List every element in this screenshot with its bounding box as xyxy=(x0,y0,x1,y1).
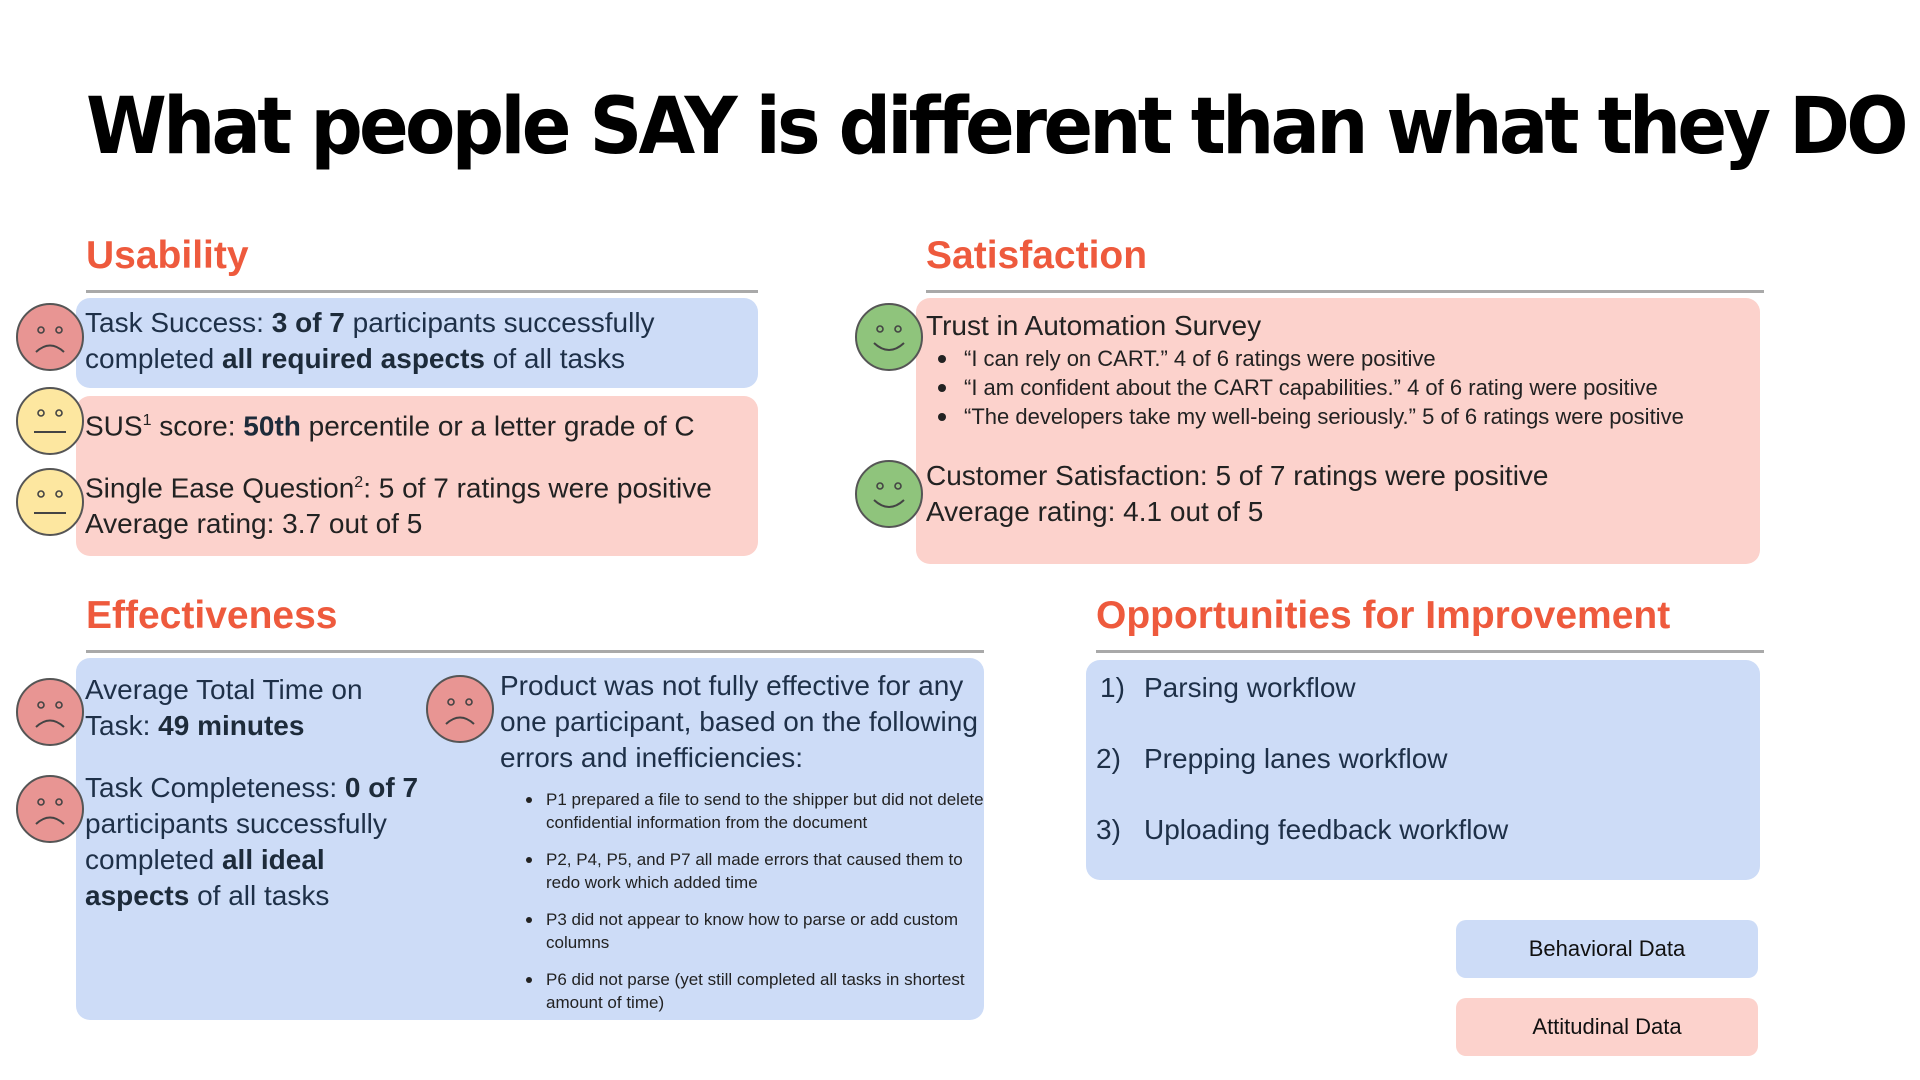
customer-satisfaction-text: Customer Satisfaction: 5 of 7 ratings we… xyxy=(926,460,1549,527)
trust-survey-list: “I can rely on CART.” 4 of 6 ratings wer… xyxy=(926,344,1760,431)
list-item: P6 did not parse (yet still completed al… xyxy=(522,968,992,1014)
happy-face-icon xyxy=(855,303,923,371)
satisfaction-attitudinal-box xyxy=(916,298,1760,564)
opportunities-divider xyxy=(1096,650,1764,653)
average-time-text: Average Total Time on Task: 49 minutes xyxy=(85,674,363,741)
list-item: P1 prepared a file to send to the shippe… xyxy=(522,788,992,834)
usability-divider xyxy=(86,290,758,293)
effectiveness-behavioral-box xyxy=(76,658,984,1020)
list-item: “The developers take my well-being serio… xyxy=(926,402,1760,431)
sad-face-icon xyxy=(426,675,494,743)
product-effectiveness-text: Product was not fully effective for any … xyxy=(500,670,978,773)
trust-survey-heading: Trust in Automation Survey xyxy=(926,310,1262,341)
satisfaction-divider xyxy=(926,290,1764,293)
errors-list: P1 prepared a file to send to the shippe… xyxy=(522,788,992,1028)
effectiveness-divider xyxy=(86,650,984,653)
sad-face-icon xyxy=(16,775,84,843)
list-item: “I am confident about the CART capabilit… xyxy=(926,373,1760,402)
sad-face-icon xyxy=(16,303,84,371)
legend-behavioral: Behavioral Data xyxy=(1456,920,1758,978)
task-success-box xyxy=(76,298,758,388)
sus-score-text: SUS1 score: 50th percentile or a letter … xyxy=(85,410,695,442)
effectiveness-heading: Effectiveness xyxy=(86,594,338,637)
neutral-face-icon xyxy=(16,468,84,536)
usability-attitudinal-box xyxy=(76,396,758,556)
opportunities-heading: Opportunities for Improvement xyxy=(1096,594,1671,637)
list-item: P2, P4, P5, and P7 all made errors that … xyxy=(522,848,992,894)
happy-face-icon xyxy=(855,460,923,528)
sad-face-icon xyxy=(16,678,84,746)
seq-text: Single Ease Question2: 5 of 7 ratings we… xyxy=(85,472,712,540)
satisfaction-heading: Satisfaction xyxy=(926,234,1148,277)
opportunities-box xyxy=(1086,660,1760,880)
task-success-text: Task Success: 3 of 7 participants succes… xyxy=(85,307,655,374)
neutral-face-icon xyxy=(16,387,84,455)
task-completeness-text: Task Completeness: 0 of 7 participants s… xyxy=(85,772,419,911)
legend-attitudinal: Attitudinal Data xyxy=(1456,998,1758,1056)
list-item: “I can rely on CART.” 4 of 6 ratings wer… xyxy=(926,344,1760,373)
page-title: What people SAY is different than what t… xyxy=(86,82,1909,172)
list-item: P3 did not appear to know how to parse o… xyxy=(522,908,992,954)
usability-heading: Usability xyxy=(86,234,249,277)
